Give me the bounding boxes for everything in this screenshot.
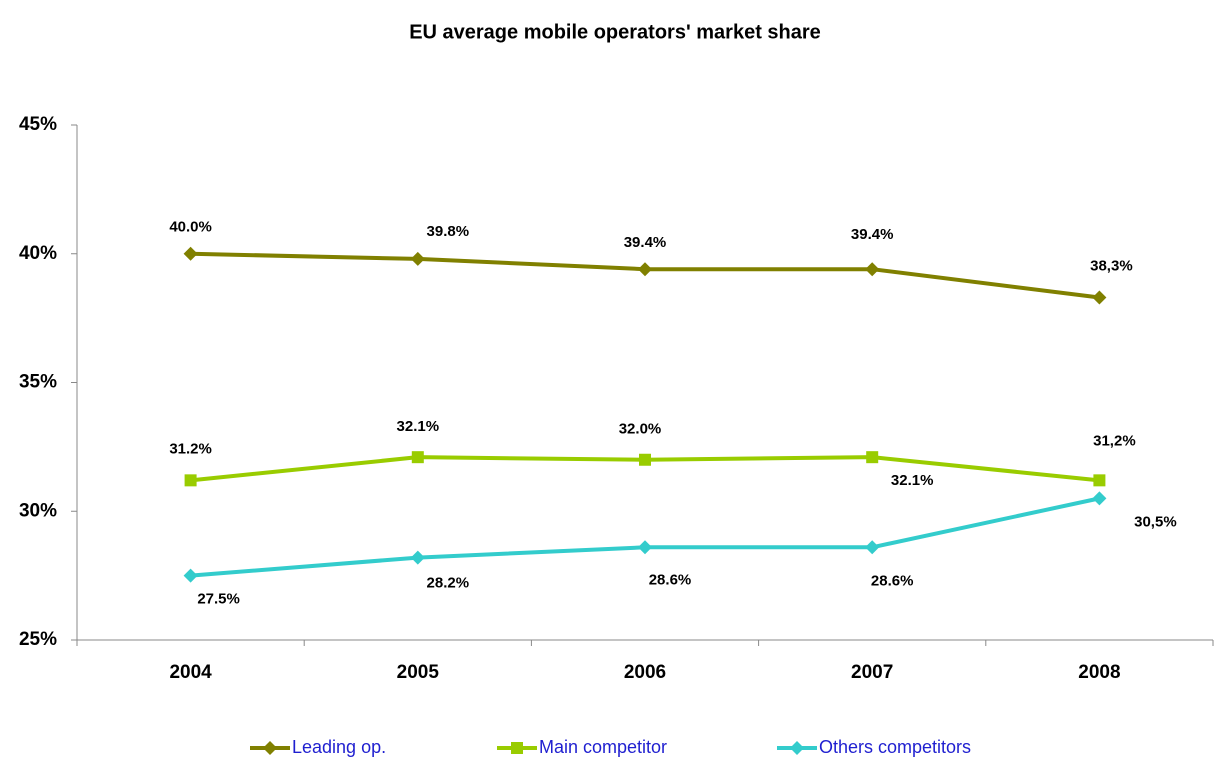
data-label: 39.4% bbox=[851, 226, 894, 243]
data-label: 39.8% bbox=[427, 223, 470, 240]
data-point bbox=[638, 262, 652, 277]
data-label: 28.2% bbox=[427, 575, 470, 592]
data-label: 28.6% bbox=[649, 571, 692, 588]
y-tick-label: 30% bbox=[19, 500, 57, 521]
chart-title: EU average mobile operators' market shar… bbox=[409, 21, 821, 43]
x-tick-label: 2008 bbox=[1078, 662, 1120, 683]
y-tick-label: 40% bbox=[19, 243, 57, 264]
legend-marker bbox=[263, 741, 277, 755]
x-tick-label: 2004 bbox=[169, 662, 212, 683]
data-point bbox=[866, 451, 879, 464]
data-point bbox=[410, 550, 425, 565]
data-label: 31.2% bbox=[169, 440, 212, 457]
data-point bbox=[184, 474, 197, 487]
data-point bbox=[183, 568, 198, 583]
data-label: 40.0% bbox=[169, 219, 212, 236]
y-tick-label: 35% bbox=[19, 372, 57, 393]
data-point bbox=[865, 262, 880, 277]
legend-marker bbox=[511, 742, 523, 754]
data-point bbox=[1092, 491, 1107, 506]
series-line bbox=[190, 496, 1100, 578]
data-label: 38,3% bbox=[1090, 257, 1133, 274]
data-point bbox=[183, 246, 198, 261]
x-tick-label: 2005 bbox=[397, 662, 440, 683]
data-label: 28.6% bbox=[871, 572, 914, 589]
legend-label: Leading op. bbox=[292, 737, 386, 757]
data-point bbox=[639, 453, 651, 466]
data-label: 30,5% bbox=[1134, 513, 1177, 530]
data-label: 32.1% bbox=[397, 418, 440, 435]
data-point bbox=[638, 540, 652, 555]
data-label: 32.0% bbox=[619, 421, 662, 438]
data-point bbox=[410, 251, 425, 266]
data-point bbox=[411, 451, 424, 464]
x-tick-label: 2007 bbox=[851, 662, 893, 683]
data-point bbox=[1093, 474, 1106, 487]
legend-label: Main competitor bbox=[539, 737, 667, 757]
legend-label: Others competitors bbox=[819, 737, 971, 757]
x-tick-label: 2006 bbox=[624, 662, 666, 683]
y-tick-label: 25% bbox=[19, 629, 57, 650]
data-label: 31,2% bbox=[1093, 432, 1136, 449]
data-point bbox=[1092, 290, 1107, 305]
data-label: 27.5% bbox=[197, 591, 240, 608]
data-label: 32.1% bbox=[891, 472, 934, 489]
data-point bbox=[865, 540, 880, 555]
data-label: 39.4% bbox=[624, 234, 667, 251]
y-tick-label: 45% bbox=[19, 114, 57, 135]
legend-marker bbox=[790, 741, 804, 755]
